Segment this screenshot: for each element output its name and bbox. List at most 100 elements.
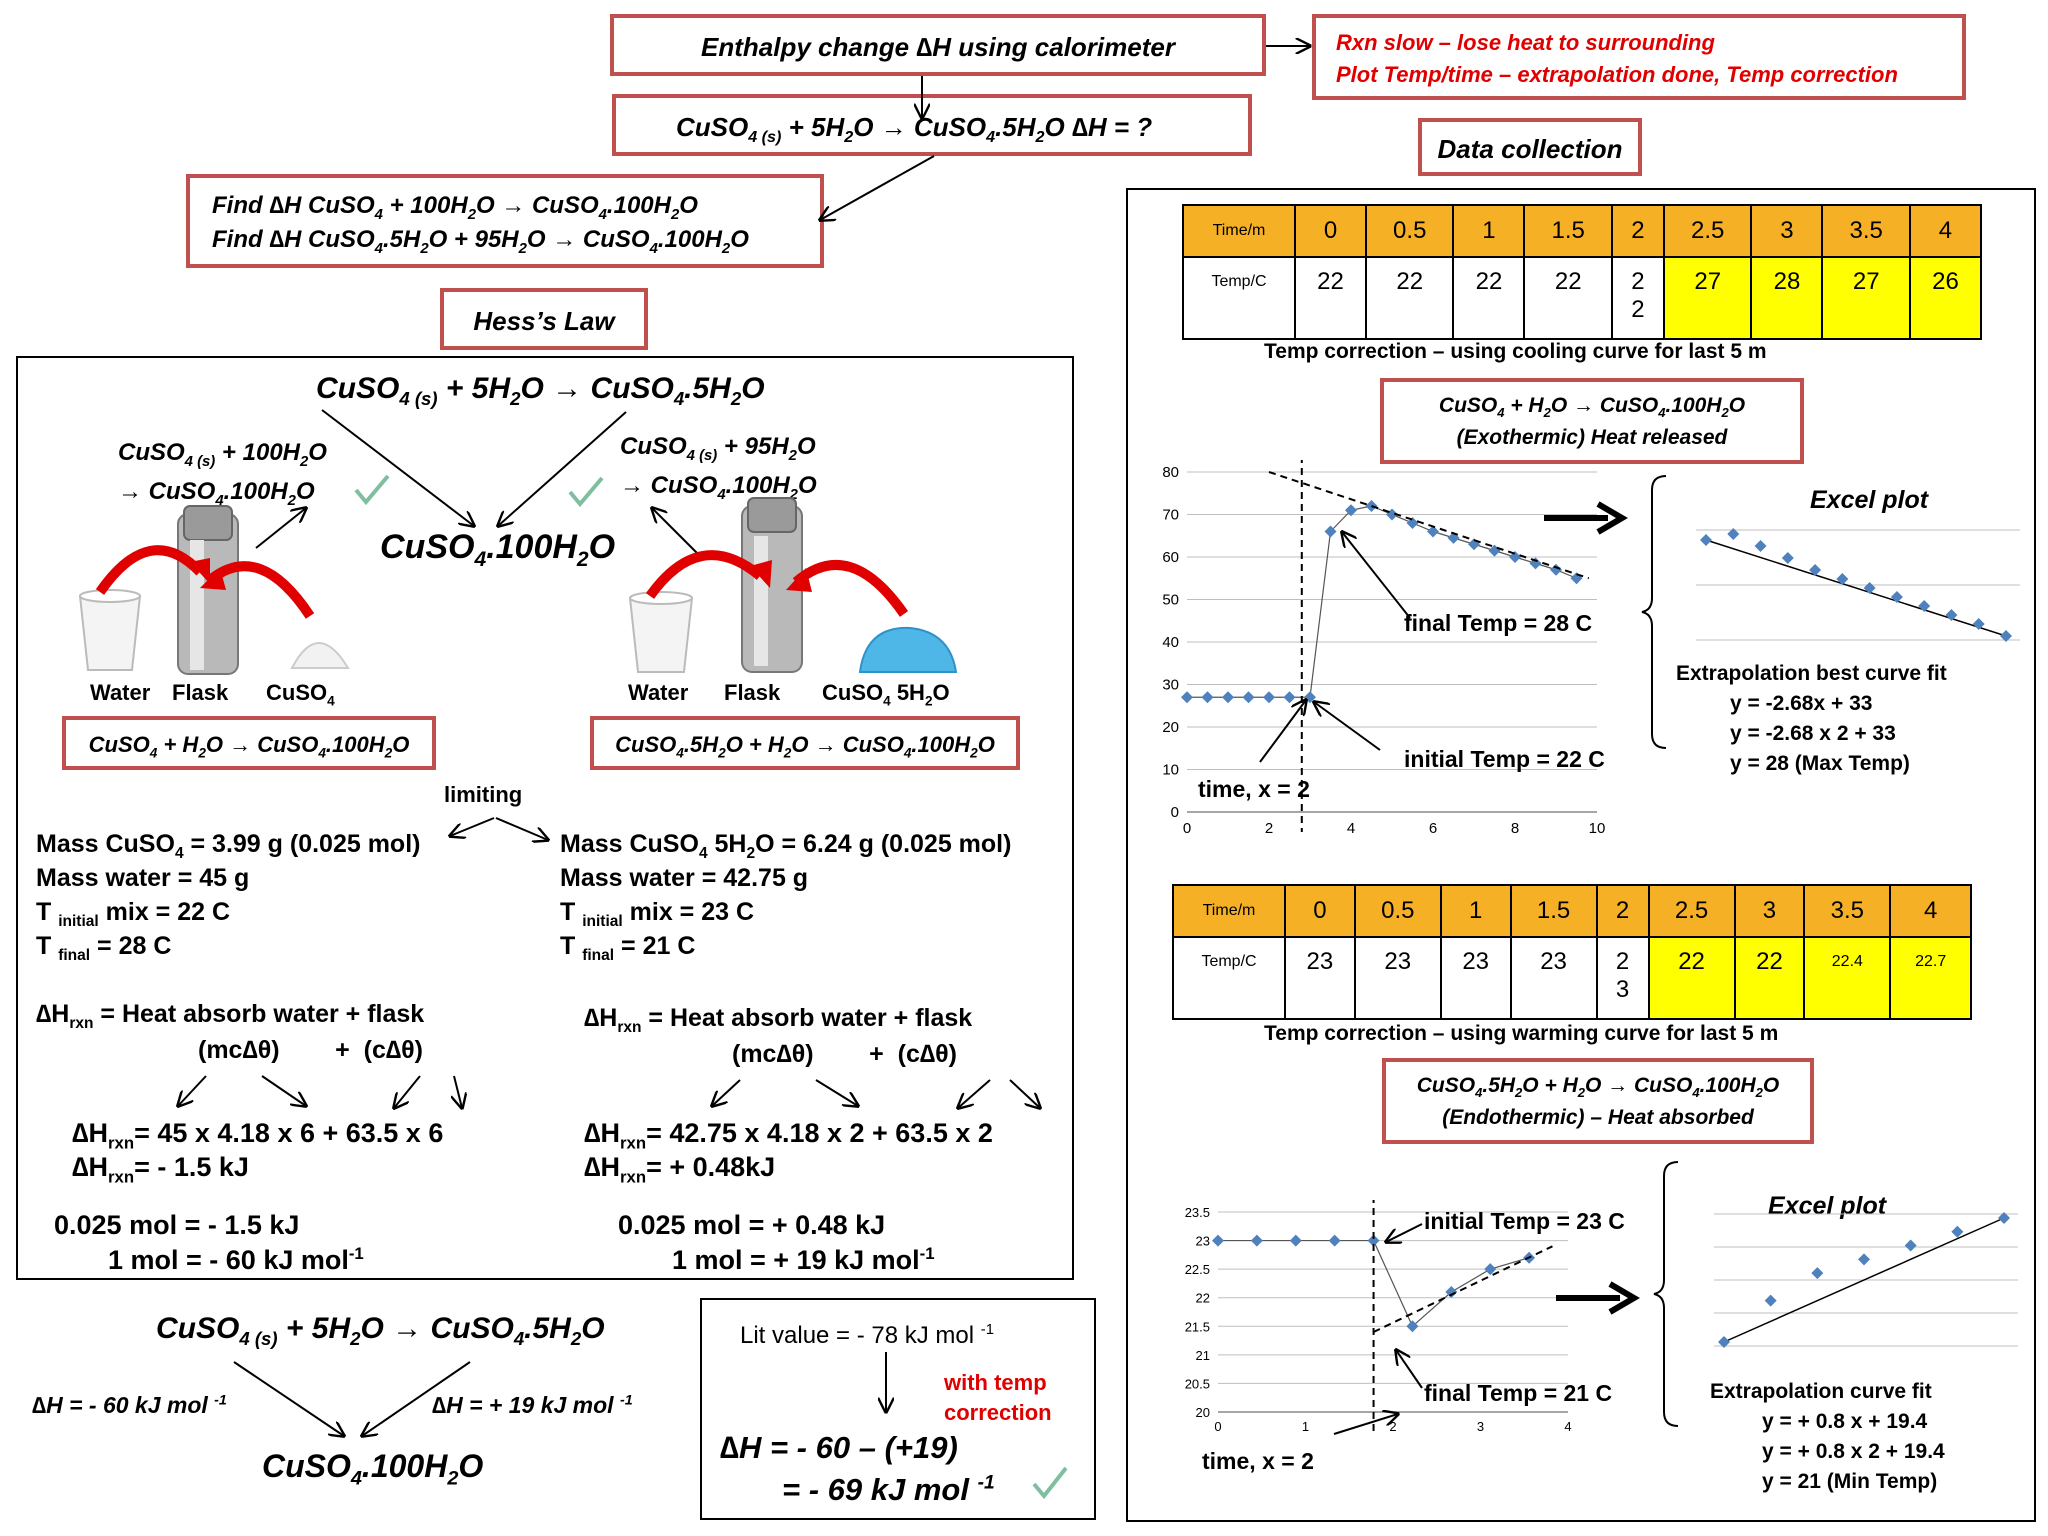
table2-temp-label: Temp/C xyxy=(1172,936,1286,1020)
table2-time: 2.5 xyxy=(1647,884,1736,938)
excel-plot-1 xyxy=(1696,528,2020,642)
bottom-equation: CuSO4 (s) + 5H2O → CuSO4.5H2O xyxy=(156,1312,605,1349)
table1-time: 1.5 xyxy=(1523,204,1613,258)
table1-time: 2 xyxy=(1610,204,1665,258)
right-label-cuso4-5h2o: CuSO4 5H2O xyxy=(822,680,950,709)
table2-caption: Temp correction – using warming curve fo… xyxy=(1264,1022,1779,1045)
chart2-final-label: final Temp = 21 C xyxy=(1424,1380,1613,1406)
data-point xyxy=(1201,691,1214,704)
y-tick-label: 60 xyxy=(1162,549,1179,566)
table2-temp: 23 xyxy=(1439,936,1512,1020)
x-tick-label: 0 xyxy=(1214,1419,1221,1434)
x-tick-label: 2 xyxy=(1265,820,1273,837)
chart1-big-arrow xyxy=(1544,501,1628,535)
right-mass-water: Mass water = 42.75 g xyxy=(560,864,809,892)
y-tick-label: 50 xyxy=(1162,592,1179,609)
table1-time: 3 xyxy=(1750,204,1824,258)
right-heat-label: ∆Hrxn = Heat absorb water + flask xyxy=(584,1004,973,1036)
chart2-big-arrow xyxy=(1556,1281,1640,1315)
trendline xyxy=(1705,539,2007,637)
left-rxn-box-text: CuSO4 + H2O → CuSO4.100H2O xyxy=(88,732,410,761)
right-heat-terms: (mc∆θ) + (c∆θ) xyxy=(732,1040,958,1068)
left-calc-1: ∆Hrxn= 45 x 4.18 x 6 + 63.5 x 6 xyxy=(72,1118,444,1153)
lit-arrow xyxy=(874,1352,898,1416)
table2-time: 0.5 xyxy=(1353,884,1442,938)
panel-equation: CuSO4 (s) + 5H2O → CuSO4.5H2O xyxy=(316,372,765,409)
table2-time: 3.5 xyxy=(1803,884,1892,938)
y-tick-label: 0 xyxy=(1171,804,1179,821)
data-point xyxy=(1263,691,1275,704)
y-tick-label: 30 xyxy=(1162,677,1179,694)
left-apparatus-illustration xyxy=(78,505,350,675)
data-point xyxy=(1365,500,1378,512)
lit-value: Lit value = - 78 kJ mol -1 xyxy=(740,1322,995,1349)
right-mol-2: 1 mol = + 19 kJ mol-1 xyxy=(672,1244,935,1275)
left-mol-1: 0.025 mol = - 1.5 kJ xyxy=(54,1210,300,1240)
y-tick-label: 70 xyxy=(1162,507,1179,524)
table2-time: 1 xyxy=(1439,884,1512,938)
data-point xyxy=(1367,1234,1380,1247)
check-icon xyxy=(568,476,604,508)
table-warming: Time/m 0 0.5 1 1.5 2 2.5 3 3.5 4 Temp/C … xyxy=(1172,884,1972,1020)
hess-box: Hess’s Law xyxy=(440,288,648,350)
table2-temp: 2 3 xyxy=(1595,936,1650,1020)
chart2-excel-label: Excel plot xyxy=(1768,1192,1887,1220)
chart1-fit-3: y = 28 (Max Temp) xyxy=(1730,752,1910,775)
x-tick-label: 0 xyxy=(1183,820,1191,837)
bottom-dh-right: ∆H = + 19 kJ mol -1 xyxy=(432,1392,633,1418)
data-point xyxy=(1406,1320,1419,1333)
center-product: CuSO4.100H2O xyxy=(380,528,616,571)
x-tick-label: 4 xyxy=(1564,1419,1571,1434)
left-heat-label: ∆Hrxn = Heat absorb water + flask xyxy=(36,1000,425,1032)
x-tick-label: 4 xyxy=(1347,820,1355,837)
right-calc-1: ∆Hrxn= 42.75 x 4.18 x 2 + 63.5 x 2 xyxy=(584,1118,993,1153)
data-point xyxy=(1509,551,1521,563)
table1-temp: 22 xyxy=(1523,256,1613,340)
bottom-dh-left: ∆H = - 60 kJ mol -1 xyxy=(32,1392,227,1418)
y-tick-label: 21 xyxy=(1196,1348,1210,1363)
data-point xyxy=(1945,609,1958,621)
data-point xyxy=(1289,1234,1302,1247)
left-t-final: T final = 28 C xyxy=(36,932,172,964)
chart1-excel-label: Excel plot xyxy=(1810,486,1929,514)
chart2-fit-title: Extrapolation curve fit xyxy=(1710,1380,1932,1403)
extrapolation-line xyxy=(1268,471,1590,580)
table2-time: 0 xyxy=(1284,884,1356,938)
chart1-fit-1: y = -2.68x + 33 xyxy=(1730,692,1873,715)
correction-label: correction xyxy=(944,1400,1052,1425)
data-point xyxy=(1445,1286,1458,1298)
y-tick-label: 20 xyxy=(1196,1405,1210,1420)
y-tick-label: 10 xyxy=(1162,762,1179,779)
endothermic-line-2: (Endothermic) – Heat absorbed xyxy=(1442,1106,1754,1129)
table1-time-label: Time/m xyxy=(1182,204,1296,258)
bottom-arrows xyxy=(233,1361,471,1460)
chart2-initial-label: initial Temp = 23 C xyxy=(1424,1208,1625,1234)
table2-temp: 22 xyxy=(1733,936,1806,1020)
x-tick-label: 6 xyxy=(1429,820,1437,837)
data-point xyxy=(1484,1263,1497,1276)
data-point xyxy=(1427,525,1439,538)
left-calc-2: ∆Hrxn= - 1.5 kJ xyxy=(72,1152,249,1187)
table1-temp-label: Temp/C xyxy=(1182,256,1296,340)
data-point xyxy=(1809,564,1822,576)
right-t-initial: T initial mix = 23 C xyxy=(560,898,755,930)
table2-temp: 22 xyxy=(1647,936,1736,1020)
y-tick-label: 80 xyxy=(1162,464,1179,481)
table2-time: 2 xyxy=(1595,884,1650,938)
panel-arrows xyxy=(0,409,1100,1300)
y-tick-label: 23 xyxy=(1196,1234,1210,1249)
left-label-water: Water xyxy=(90,680,151,705)
hess-label: Hess’s Law xyxy=(473,306,615,336)
data-point xyxy=(1951,1225,1964,1238)
note-box: Rxn slow – lose heat to surrounding Plot… xyxy=(1312,14,1966,100)
data-point xyxy=(1700,534,1712,546)
chart1-fit-title: Extrapolation best curve fit xyxy=(1676,662,1947,685)
table1-temp: 27 xyxy=(1821,256,1911,340)
left-label-flask: Flask xyxy=(172,680,229,705)
data-point xyxy=(1764,1294,1777,1307)
table2-time: 4 xyxy=(1889,884,1972,938)
endothermic-box: CuSO4.5H2O + H2O → CuSO4.100H2O (Endothe… xyxy=(1382,1058,1814,1144)
data-point xyxy=(1811,1267,1824,1280)
table1-temp: 2 2 xyxy=(1610,256,1665,340)
table2-time-label: Time/m xyxy=(1172,884,1286,938)
